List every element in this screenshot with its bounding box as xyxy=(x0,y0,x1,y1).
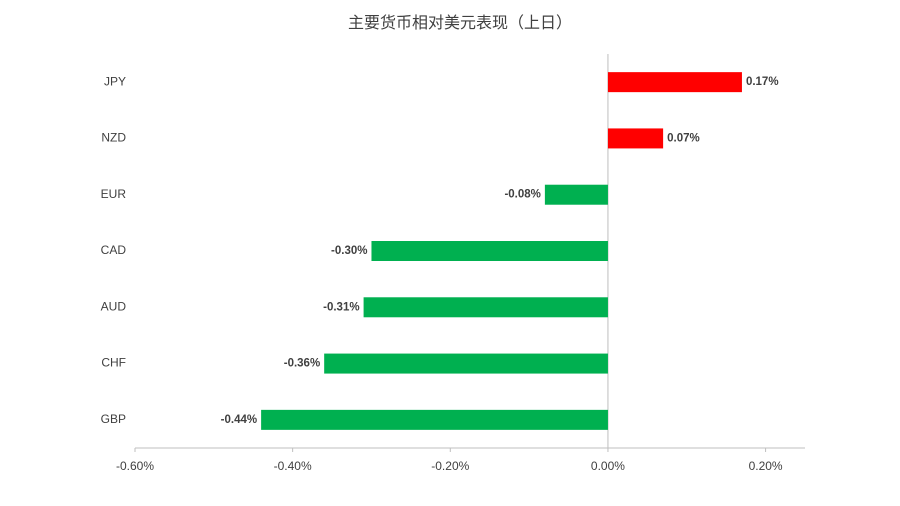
bar xyxy=(324,353,608,374)
value-label: -0.44% xyxy=(221,414,257,426)
y-tick-label: EUR xyxy=(101,187,127,201)
x-tick-label: 0.20% xyxy=(749,459,783,473)
value-label: -0.08% xyxy=(504,189,540,201)
y-tick-label: AUD xyxy=(101,299,127,313)
chart-title: 主要货币相对美元表现（上日） xyxy=(348,14,572,32)
y-tick-label: NZD xyxy=(101,131,126,145)
y-tick-label: CHF xyxy=(101,356,126,370)
y-tick-label: GBP xyxy=(101,412,126,426)
bar xyxy=(607,72,742,93)
x-tick-label: -0.40% xyxy=(274,459,312,473)
value-label: 0.17% xyxy=(746,76,779,88)
value-label: -0.36% xyxy=(284,358,320,370)
bar xyxy=(544,184,608,205)
value-label: -0.31% xyxy=(323,301,359,313)
value-label: 0.07% xyxy=(667,132,700,144)
x-tick-label: -0.20% xyxy=(431,459,469,473)
bar xyxy=(261,409,608,430)
value-label: -0.30% xyxy=(331,245,367,257)
y-tick-label: JPY xyxy=(104,74,126,88)
y-tick-label: CAD xyxy=(101,243,127,257)
bar xyxy=(607,128,664,149)
x-tick-label: -0.60% xyxy=(116,459,154,473)
bar xyxy=(363,297,608,318)
x-tick-label: 0.00% xyxy=(591,459,625,473)
bar xyxy=(371,241,608,261)
